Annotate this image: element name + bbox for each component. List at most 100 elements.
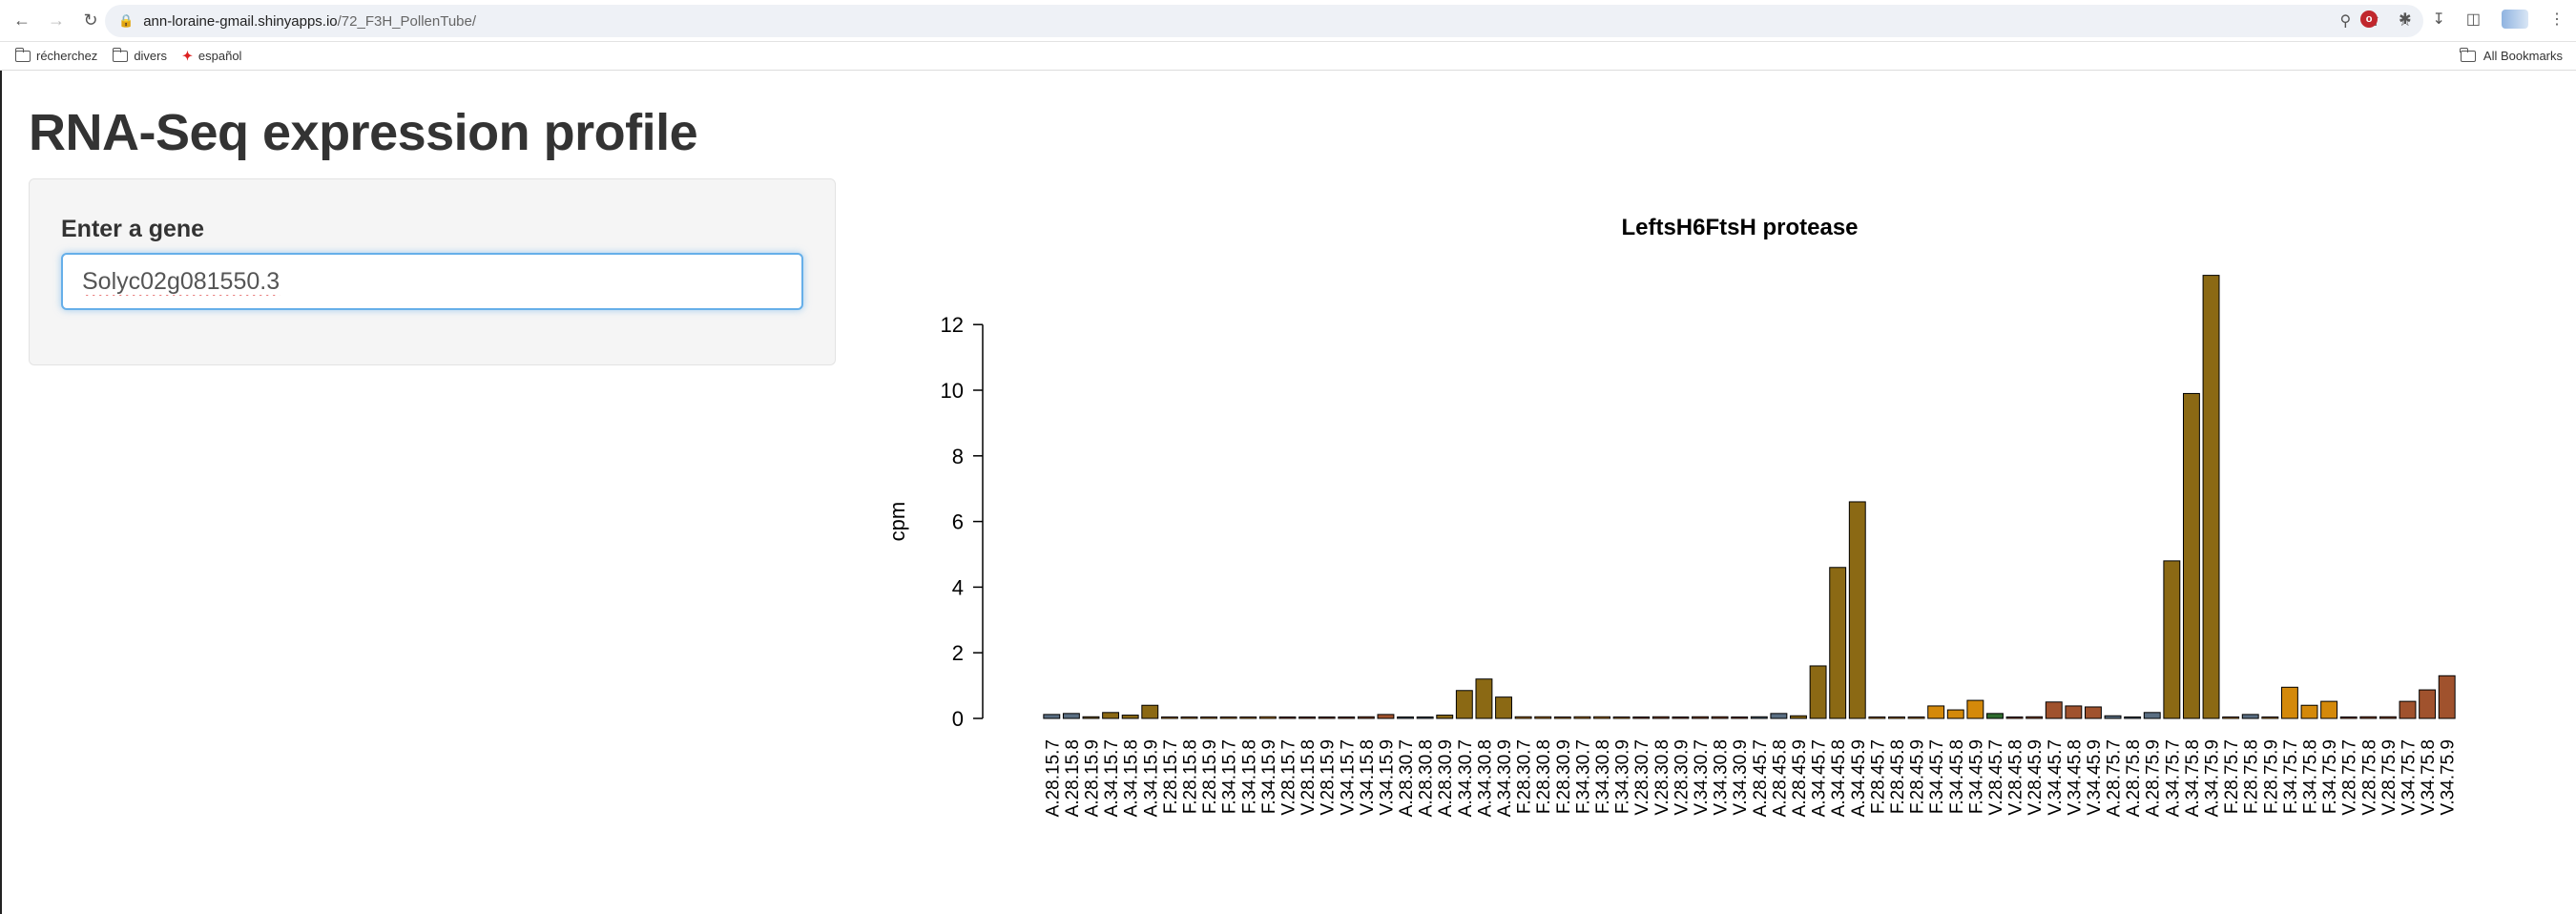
star-icon[interactable]: ☆ bbox=[2398, 13, 2412, 30]
x-tick-label: A.34.45.7 bbox=[1810, 739, 1830, 817]
x-tick-label: F.34.75.8 bbox=[2301, 739, 2321, 814]
reload-icon[interactable]: ↻ bbox=[83, 10, 98, 30]
bar bbox=[1239, 717, 1257, 719]
y-axis-label: cpm bbox=[885, 502, 909, 542]
x-tick-label: A.28.75.9 bbox=[2144, 739, 2164, 817]
x-tick-label: A.34.15.7 bbox=[1102, 739, 1122, 817]
back-arrow-icon[interactable]: ← bbox=[13, 10, 31, 30]
bar bbox=[2320, 700, 2338, 719]
x-tick-label: A.28.45.8 bbox=[1770, 739, 1790, 817]
bookmark-divers[interactable]: divers bbox=[112, 47, 167, 63]
bar bbox=[1731, 717, 1749, 719]
zoom-icon[interactable]: ⚲ bbox=[2339, 13, 2352, 30]
spanishdict-icon: ✦ bbox=[182, 48, 193, 63]
bar bbox=[1711, 716, 1729, 719]
bookmark-espanol[interactable]: ✦ español bbox=[182, 48, 242, 64]
bar bbox=[1082, 716, 1100, 719]
x-tick-label: A.28.45.7 bbox=[1751, 739, 1771, 817]
gene-input[interactable] bbox=[61, 253, 803, 310]
x-tick-label: V.34.45.9 bbox=[2085, 739, 2105, 816]
bar bbox=[1514, 716, 1532, 719]
bar bbox=[1180, 717, 1198, 719]
x-tick-label: F.34.75.9 bbox=[2320, 739, 2340, 814]
bar bbox=[2202, 275, 2220, 719]
x-tick-label: F.28.75.7 bbox=[2222, 739, 2242, 814]
x-tick-label: V.28.30.7 bbox=[1632, 739, 1652, 816]
folder-icon bbox=[2460, 47, 2476, 62]
download-icon[interactable]: ↧ bbox=[2432, 11, 2445, 28]
bar bbox=[2005, 717, 2024, 719]
bar bbox=[2300, 704, 2318, 719]
gene-input-panel: Enter a gene bbox=[29, 178, 836, 365]
bar bbox=[1258, 716, 1277, 719]
bar bbox=[1062, 713, 1080, 719]
x-tick-label: F.28.30.8 bbox=[1534, 739, 1554, 814]
x-tick-label: F.28.45.9 bbox=[1908, 739, 1928, 814]
side-panel-icon[interactable]: ◫ bbox=[2465, 11, 2481, 28]
extension-red-icon[interactable]: o bbox=[2360, 10, 2379, 28]
x-tick-label: F.34.75.7 bbox=[2281, 739, 2301, 814]
x-tick-label: V.34.75.9 bbox=[2439, 739, 2459, 816]
x-tick-label: A.28.30.8 bbox=[1417, 739, 1437, 817]
x-tick-label: V.28.15.8 bbox=[1298, 739, 1319, 816]
bar bbox=[1986, 713, 2004, 719]
x-tick-label: F.34.30.9 bbox=[1613, 739, 1633, 814]
x-tick-label: V.34.45.8 bbox=[2065, 739, 2085, 816]
x-tick-label: A.34.75.9 bbox=[2203, 739, 2223, 817]
bookmark-recherchez[interactable]: récherchez bbox=[14, 47, 97, 63]
x-tick-label: V.34.15.8 bbox=[1358, 739, 1378, 816]
bar bbox=[1946, 709, 1964, 719]
x-tick-label: F.34.45.9 bbox=[1966, 739, 1986, 814]
x-tick-label: V.28.45.9 bbox=[2025, 739, 2046, 816]
bookmarks-bar: récherchez divers ✦ español All Bookmark… bbox=[0, 42, 2576, 71]
y-tick-label: 0 bbox=[952, 707, 964, 731]
x-tick-label: A.34.30.8 bbox=[1475, 739, 1495, 817]
bar bbox=[1141, 704, 1159, 719]
x-tick-label: V.28.15.9 bbox=[1319, 739, 1339, 816]
x-tick-label: F.28.15.9 bbox=[1200, 739, 1220, 814]
bar bbox=[1573, 716, 1591, 719]
bar bbox=[1672, 717, 1690, 719]
y-tick-label: 6 bbox=[952, 510, 964, 534]
x-tick-label: V.28.30.9 bbox=[1672, 739, 1692, 816]
bar bbox=[1652, 716, 1670, 719]
bar bbox=[1868, 717, 1886, 719]
bar bbox=[1318, 717, 1336, 719]
bar bbox=[1553, 717, 1571, 719]
bar bbox=[1102, 712, 1120, 719]
profile-avatar[interactable] bbox=[2502, 10, 2528, 29]
menu-kebab-icon[interactable]: ⋮ bbox=[2549, 11, 2565, 28]
x-tick-label: V.28.45.7 bbox=[1986, 739, 2006, 816]
x-tick-label: V.34.15.9 bbox=[1377, 739, 1397, 816]
extensions-puzzle-icon[interactable]: ✱ bbox=[2399, 11, 2412, 28]
bar bbox=[1534, 716, 1552, 719]
x-tick-label: F.28.15.8 bbox=[1180, 739, 1200, 814]
bar bbox=[1750, 716, 1768, 719]
x-tick-label: A.34.15.9 bbox=[1141, 739, 1161, 817]
bar bbox=[1436, 715, 1454, 719]
bar bbox=[2438, 675, 2456, 719]
browser-toolbar: ← → ↻ 🔒 ann-loraine-gmail.shinyapps.io/7… bbox=[0, 0, 2576, 42]
x-tick-label: A.34.30.9 bbox=[1495, 739, 1515, 817]
bar bbox=[1927, 705, 1945, 719]
bar bbox=[1907, 717, 1925, 719]
x-tick-label: A.34.75.8 bbox=[2183, 739, 2203, 817]
bar bbox=[1278, 717, 1297, 719]
forward-arrow-icon[interactable]: → bbox=[48, 10, 65, 30]
x-tick-label: A.28.30.7 bbox=[1397, 739, 1417, 817]
y-tick-label: 2 bbox=[952, 641, 964, 665]
x-tick-label: V.28.75.9 bbox=[2379, 739, 2399, 816]
address-bar[interactable]: 🔒 ann-loraine-gmail.shinyapps.io/72_F3H_… bbox=[105, 5, 2423, 37]
folder-icon bbox=[112, 47, 129, 62]
all-bookmarks[interactable]: All Bookmarks bbox=[2460, 47, 2563, 63]
x-tick-label: A.28.45.9 bbox=[1790, 739, 1810, 817]
bar bbox=[2182, 392, 2200, 719]
bar bbox=[1829, 567, 1847, 719]
expression-bar-chart: LeftsH6FtsH protease 0 2 4 6 8 10 12 cpm A.28.15.… bbox=[885, 215, 2459, 817]
x-tick-label: A.34.45.9 bbox=[1849, 739, 1869, 817]
x-tick-label: F.34.15.9 bbox=[1259, 739, 1279, 814]
bar bbox=[1121, 715, 1139, 719]
x-tick-label: F.34.30.8 bbox=[1593, 739, 1613, 814]
x-tick-label: V.34.30.9 bbox=[1731, 739, 1751, 816]
bar bbox=[1160, 717, 1178, 719]
